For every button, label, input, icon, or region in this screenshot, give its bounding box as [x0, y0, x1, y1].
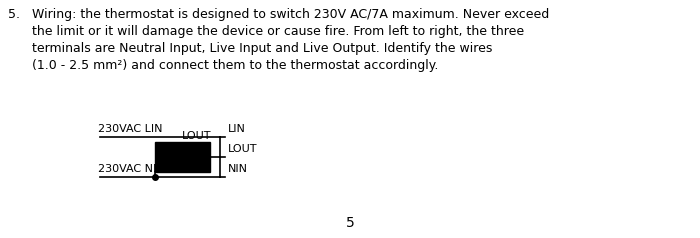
- Text: NIN: NIN: [228, 164, 248, 174]
- Text: terminals are Neutral Input, Live Input and Live Output. Identify the wires: terminals are Neutral Input, Live Input …: [32, 42, 492, 55]
- Text: 230VAC LIN: 230VAC LIN: [98, 124, 162, 134]
- Text: (1.0 - 2.5 mm²) and connect them to the thermostat accordingly.: (1.0 - 2.5 mm²) and connect them to the …: [32, 59, 438, 72]
- Text: Wiring: the thermostat is designed to switch 230V AC/7A maximum. Never exceed: Wiring: the thermostat is designed to sw…: [32, 8, 550, 21]
- Text: 5.: 5.: [8, 8, 20, 21]
- Text: LOUT: LOUT: [181, 131, 211, 141]
- Text: the limit or it will damage the device or cause fire. From left to right, the th: the limit or it will damage the device o…: [32, 25, 524, 38]
- Text: 5: 5: [346, 216, 354, 230]
- Text: LIN: LIN: [228, 124, 246, 134]
- Bar: [155, 142, 210, 172]
- Text: 230VAC NIN: 230VAC NIN: [98, 164, 164, 174]
- Text: LOUT: LOUT: [228, 144, 258, 154]
